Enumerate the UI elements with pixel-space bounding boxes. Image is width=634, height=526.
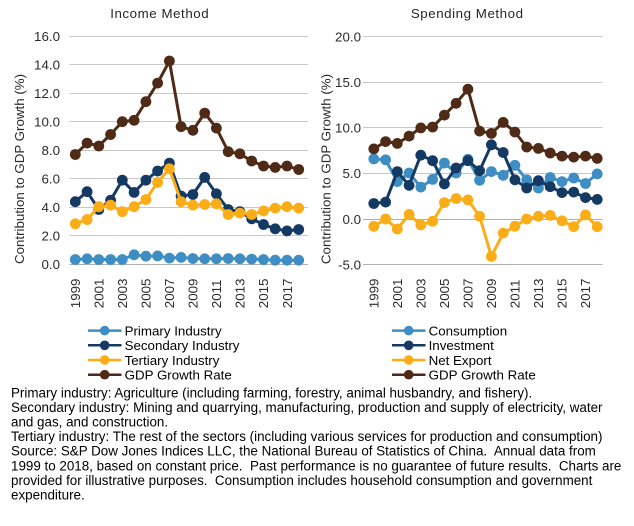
svg-text:2017: 2017	[578, 279, 593, 309]
svg-text:provided for illustrative purp: provided for illustrative purposes. Cons…	[11, 473, 593, 488]
svg-text:2011: 2011	[209, 280, 224, 309]
svg-text:2017: 2017	[280, 279, 295, 309]
svg-text:2005: 2005	[437, 279, 452, 309]
svg-text:Investment: Investment	[429, 338, 494, 353]
svg-text:16.0: 16.0	[34, 29, 60, 44]
svg-text:Spending Method: Spending Method	[411, 6, 524, 21]
svg-text:2009: 2009	[484, 279, 499, 309]
svg-text:Secondary Industry: Secondary Industry	[125, 338, 240, 353]
svg-text:5.0: 5.0	[342, 166, 361, 181]
svg-text:2001: 2001	[92, 279, 107, 309]
svg-text:expenditure.: expenditure.	[11, 488, 85, 503]
svg-text:2005: 2005	[139, 279, 154, 309]
svg-text:2011: 2011	[508, 280, 523, 309]
svg-text:15.0: 15.0	[335, 75, 361, 90]
svg-text:Primary industry: Agriculture: Primary industry: Agriculture (including…	[11, 385, 532, 400]
svg-text:Consumption: Consumption	[429, 323, 508, 338]
svg-text:1999 to 2018, based on constan: 1999 to 2018, based on constant price. P…	[11, 458, 621, 473]
svg-text:2003: 2003	[115, 279, 130, 309]
svg-text:1999: 1999	[68, 279, 83, 309]
svg-text:2007: 2007	[162, 279, 177, 309]
svg-text:8.0: 8.0	[41, 143, 60, 158]
svg-text:2015: 2015	[256, 279, 271, 309]
svg-text:2.0: 2.0	[41, 229, 60, 244]
svg-text:Net Export: Net Export	[429, 353, 492, 368]
svg-text:Tertiary Industry: Tertiary Industry	[125, 353, 220, 368]
svg-text:Income Method: Income Method	[110, 6, 209, 21]
svg-text:20.0: 20.0	[335, 30, 361, 45]
svg-text:Tertiary industry: The rest of: Tertiary industry: The rest of the secto…	[11, 429, 602, 444]
svg-text:2007: 2007	[461, 279, 476, 309]
svg-text:6.0: 6.0	[41, 172, 60, 187]
svg-text:0.0: 0.0	[342, 212, 361, 227]
svg-text:12.0: 12.0	[34, 86, 60, 101]
svg-text:and gas, and construction.: and gas, and construction.	[11, 415, 168, 430]
svg-text:-5.0: -5.0	[338, 257, 361, 272]
svg-text:4.0: 4.0	[41, 200, 60, 215]
svg-text:GDP Growth Rate: GDP Growth Rate	[125, 368, 232, 383]
svg-text:10.0: 10.0	[34, 114, 60, 129]
svg-text:2013: 2013	[531, 279, 546, 309]
svg-text:2009: 2009	[186, 279, 201, 309]
svg-text:Contribution to GDP Growth (%): Contribution to GDP Growth (%)	[12, 74, 27, 264]
svg-text:10.0: 10.0	[335, 121, 361, 136]
svg-text:2015: 2015	[555, 279, 570, 309]
svg-text:Source: S&P Dow Jones Indices: Source: S&P Dow Jones Indices LLC, the N…	[11, 444, 596, 459]
svg-text:1999: 1999	[367, 279, 382, 309]
svg-text:Contribution to GDP Growth (%): Contribution to GDP Growth (%)	[318, 74, 333, 264]
svg-text:2003: 2003	[414, 279, 429, 309]
svg-text:2001: 2001	[390, 279, 405, 309]
svg-text:0.0: 0.0	[41, 257, 60, 272]
svg-text:GDP Growth Rate: GDP Growth Rate	[429, 368, 536, 383]
svg-text:Primary Industry: Primary Industry	[125, 323, 222, 338]
svg-text:2013: 2013	[233, 279, 248, 309]
svg-text:Secondary industry: Mining and: Secondary industry: Mining and quarrying…	[11, 400, 603, 415]
svg-text:14.0: 14.0	[34, 57, 60, 72]
